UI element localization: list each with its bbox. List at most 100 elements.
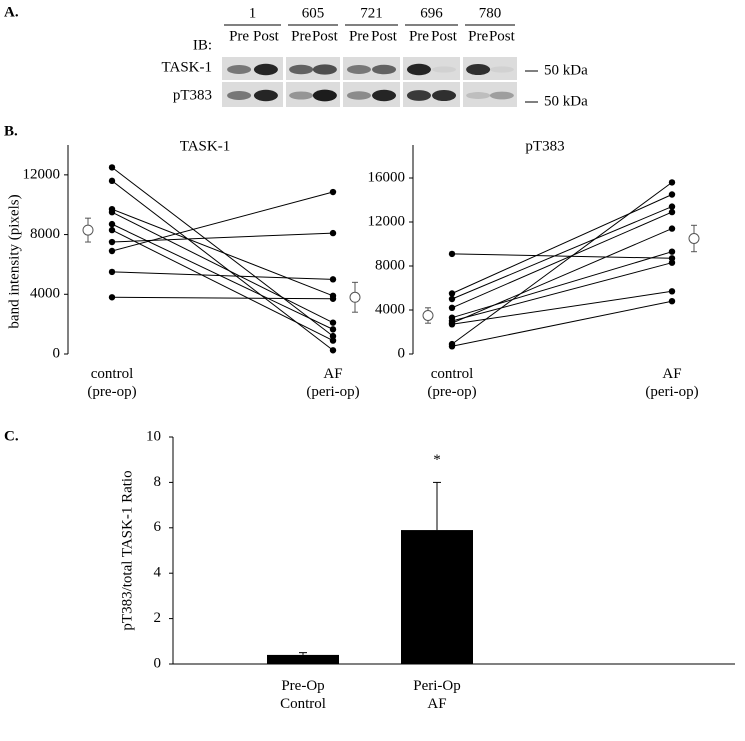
panel-label: A.: [4, 4, 19, 20]
data-point: [668, 248, 676, 255]
y-axis-label: band intensity (pixels): [6, 194, 22, 328]
mean-point: [422, 310, 434, 321]
data-point: [329, 347, 337, 354]
blot-band: [289, 91, 314, 100]
panel-label: B.: [4, 123, 18, 139]
row-label: TASK-1: [162, 59, 212, 75]
pair-line: [111, 223, 334, 330]
condition-label: Pre: [468, 28, 488, 44]
data-point: [668, 225, 676, 232]
mean-point: [349, 291, 361, 303]
x-tick-label: control (pre-op): [427, 366, 477, 400]
pair-line: [111, 232, 334, 243]
pair-line: [111, 271, 334, 280]
marker-label: 50 kDa: [544, 93, 588, 109]
lane-label: 721: [360, 5, 383, 21]
blot-band: [253, 89, 278, 102]
y-tick-label: 12000: [368, 213, 406, 229]
condition-label: Pre: [349, 28, 369, 44]
data-point: [329, 326, 337, 333]
blot-band: [346, 65, 371, 74]
data-point: [108, 294, 116, 301]
y-tick-label: 4000: [30, 286, 60, 302]
condition-label: Post: [253, 28, 280, 44]
pair-line: [111, 211, 334, 324]
pair-line: [111, 229, 334, 342]
condition-label: Post: [431, 28, 458, 44]
blot-band: [253, 63, 278, 76]
data-point: [668, 191, 676, 198]
condition-label: Pre: [229, 28, 249, 44]
blot-band: [406, 90, 431, 101]
pair-line: [451, 194, 673, 294]
condition-label: Pre: [291, 28, 311, 44]
blot-band: [466, 92, 491, 99]
annotation: *: [433, 452, 441, 468]
x-tick-label: AF (peri-op): [645, 366, 699, 400]
y-tick-label: 6: [154, 519, 162, 535]
data-point: [108, 247, 116, 255]
blot-band: [432, 66, 457, 73]
ib-label: IB:: [193, 37, 212, 53]
blot-band: [312, 89, 337, 102]
data-point: [448, 250, 456, 258]
pair-line: [451, 251, 673, 319]
row-label: pT383: [173, 87, 212, 103]
blot-band: [372, 64, 397, 75]
y-tick-label: 2: [154, 610, 162, 626]
blot-panel: [463, 82, 517, 107]
blot-band: [489, 66, 514, 73]
lane-label: 780: [479, 5, 502, 21]
condition-label: Pre: [409, 28, 429, 44]
bar: [267, 654, 339, 664]
data-point: [108, 177, 116, 185]
data-point: [668, 298, 676, 305]
x-tick-label: AF (peri-op): [306, 366, 360, 400]
x-tick-label: Peri-Op AF: [413, 678, 461, 712]
data-point: [108, 238, 116, 246]
data-point: [448, 304, 456, 311]
pair-line: [451, 253, 673, 259]
blot-band: [289, 64, 314, 75]
data-point: [329, 319, 337, 326]
x-tick-label: control (pre-op): [87, 366, 137, 400]
lane-label: 605: [302, 5, 325, 21]
data-point: [668, 259, 676, 266]
data-point: [448, 295, 456, 303]
data-point: [668, 203, 676, 210]
data-point: [329, 337, 337, 344]
bar: [401, 530, 473, 664]
condition-label: Post: [371, 28, 398, 44]
blot-band: [489, 91, 514, 100]
chart-title: pT383: [525, 138, 564, 154]
blot-band: [227, 91, 252, 100]
y-tick-label: 16000: [368, 169, 406, 185]
blot-band: [372, 89, 397, 102]
data-point: [329, 295, 337, 302]
panel-label: C.: [4, 428, 19, 444]
y-tick-label: 8: [154, 474, 162, 490]
y-tick-label: 0: [398, 345, 406, 361]
condition-label: Post: [312, 28, 339, 44]
y-tick-label: 8000: [375, 257, 405, 273]
pair-line: [111, 208, 334, 297]
pair-line: [111, 180, 334, 351]
data-point: [668, 288, 676, 295]
data-point: [329, 188, 337, 196]
pair-line: [451, 290, 673, 325]
data-point: [329, 276, 337, 283]
pair-line: [451, 206, 673, 300]
y-tick-label: 8000: [30, 226, 60, 242]
x-tick-label: Pre-Op Control: [280, 678, 326, 712]
blot-band: [346, 91, 371, 100]
pair-line: [451, 181, 673, 345]
pair-line: [111, 296, 334, 300]
data-point: [329, 229, 337, 237]
pair-line: [451, 228, 673, 324]
y-tick-label: 0: [154, 655, 162, 671]
mean-point: [82, 224, 94, 236]
pair-line: [111, 166, 334, 337]
pair-line: [451, 211, 673, 309]
